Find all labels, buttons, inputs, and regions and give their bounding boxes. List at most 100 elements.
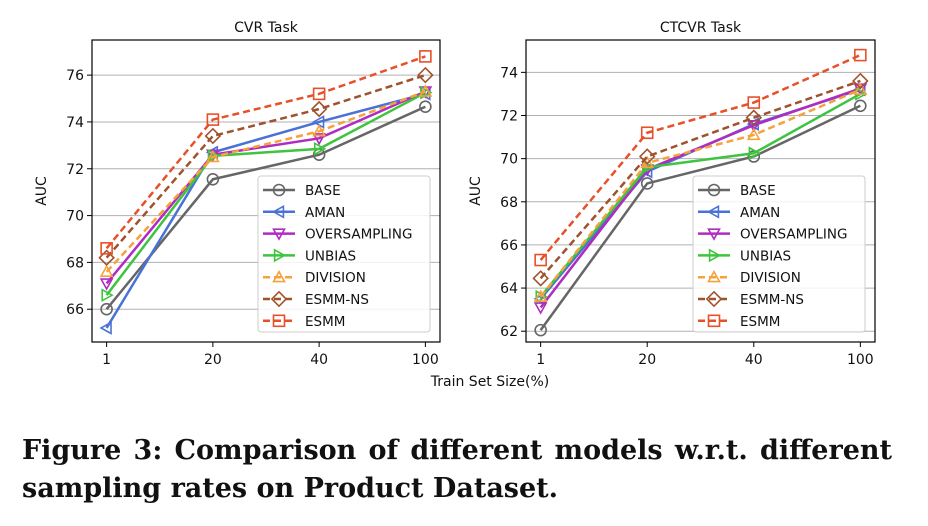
legend-marker — [270, 290, 288, 308]
data-point — [748, 146, 761, 161]
legend-item: UNBIAS — [263, 248, 356, 264]
series-line — [105, 90, 426, 285]
data-point — [853, 82, 868, 95]
data-point — [312, 124, 326, 137]
legend-marker — [272, 183, 286, 197]
legend-item: ESMM — [263, 314, 345, 330]
y-tick-label: 62 — [500, 324, 518, 340]
y-tick-label: 76 — [66, 68, 84, 84]
legend-marker — [272, 270, 286, 283]
legend-marker — [707, 228, 721, 241]
data-point — [747, 96, 761, 109]
x-axis-label: Train Set Size(%) — [430, 374, 549, 390]
data-point — [204, 127, 222, 145]
data-point — [535, 289, 548, 304]
legend-label: UNBIAS — [740, 248, 791, 264]
series-line — [105, 92, 426, 329]
legend: BASE AMAN OVERSAMPLING UNBIAS DIVISION ESMM-N… — [257, 175, 431, 333]
data-point — [640, 177, 654, 190]
legend-label: AMAN — [740, 205, 780, 221]
data-point — [99, 278, 114, 291]
legend-label: DIVISION — [740, 270, 801, 286]
x-tick-label: 100 — [412, 352, 439, 368]
data-point — [533, 302, 548, 315]
data-point — [534, 323, 547, 337]
series-line — [539, 88, 861, 298]
y-tick-label: 68 — [500, 195, 518, 211]
chart-1: CTCVR Task 62 64 66 68 70 72 74 1 20 40 100 AUC BASE A… — [468, 20, 876, 368]
legend-item: DIVISION — [698, 270, 801, 286]
data-point — [532, 270, 549, 287]
legend-box — [257, 175, 431, 333]
series-esmm-ns — [532, 72, 869, 287]
legend-item: ESMM — [698, 314, 780, 330]
legend-marker — [707, 183, 721, 197]
data-point — [640, 126, 654, 140]
series-division — [99, 84, 433, 277]
legend-marker — [273, 248, 287, 263]
series-line — [105, 90, 426, 273]
legend: BASE AMAN OVERSAMPLING UNBIAS DIVISION ESMM-N… — [692, 175, 866, 333]
legend-label: ESMM — [305, 314, 345, 330]
x-tick-label: 40 — [310, 352, 328, 368]
figure: CVR Task 66 68 70 72 74 76 1 20 40 100 AUC BASE AMAN O… — [34, 20, 876, 390]
legend-marker — [272, 228, 286, 241]
series-line — [539, 79, 861, 280]
data-point — [638, 148, 656, 165]
data-point — [417, 66, 434, 84]
legend-item: DIVISION — [263, 270, 366, 286]
legend-label: ESMM-NS — [740, 292, 804, 308]
legend-marker — [707, 314, 721, 328]
y-axis-label: AUC — [468, 176, 484, 206]
series-esmm — [100, 50, 432, 255]
data-point — [206, 149, 220, 163]
data-point — [100, 242, 113, 255]
data-point — [854, 99, 867, 113]
legend-marker — [706, 204, 720, 219]
y-tick-label: 70 — [500, 152, 518, 168]
x-tick-label: 40 — [745, 352, 763, 368]
x-tick-label: 1 — [102, 352, 111, 368]
series-division — [533, 82, 868, 302]
chart-0: CVR Task 66 68 70 72 74 76 1 20 40 100 AUC BASE AMAN O… — [34, 20, 441, 368]
series-line — [539, 92, 861, 298]
series-line — [105, 91, 426, 296]
legend-item: AMAN — [698, 205, 780, 221]
legend-label: ESMM-NS — [305, 292, 369, 308]
series-line — [539, 87, 861, 309]
y-tick-label: 66 — [500, 238, 518, 254]
series-esmm-ns — [98, 66, 434, 267]
legend-marker — [707, 270, 721, 283]
data-point — [746, 120, 761, 133]
data-point — [745, 109, 763, 126]
data-point — [101, 288, 114, 303]
y-tick-label: 74 — [500, 65, 518, 81]
legend-label: ESMM — [740, 314, 780, 330]
x-tick-label: 1 — [536, 352, 545, 368]
data-point — [312, 133, 326, 146]
series-line — [539, 104, 861, 331]
legend-item: ESMM-NS — [698, 290, 804, 308]
data-point — [313, 142, 327, 156]
y-tick-label: 72 — [66, 162, 84, 178]
legend-box — [692, 175, 866, 333]
legend-label: BASE — [305, 183, 341, 199]
data-point — [310, 100, 328, 118]
data-point — [419, 100, 432, 114]
data-point — [206, 113, 220, 126]
legend-marker — [708, 248, 722, 263]
legend-label: DIVISION — [305, 270, 366, 286]
y-tick-label: 74 — [66, 115, 84, 131]
legend-label: BASE — [740, 183, 776, 199]
data-point — [419, 50, 432, 63]
legend-item: BASE — [698, 183, 776, 199]
data-point — [312, 87, 326, 101]
y-tick-label: 64 — [500, 281, 518, 297]
plot-frame — [91, 39, 441, 343]
data-point — [746, 127, 761, 141]
data-point — [99, 264, 114, 277]
legend-marker — [705, 290, 723, 308]
legend-marker — [271, 204, 285, 219]
series-base — [100, 100, 432, 316]
legend-item: OVERSAMPLING — [263, 227, 412, 243]
